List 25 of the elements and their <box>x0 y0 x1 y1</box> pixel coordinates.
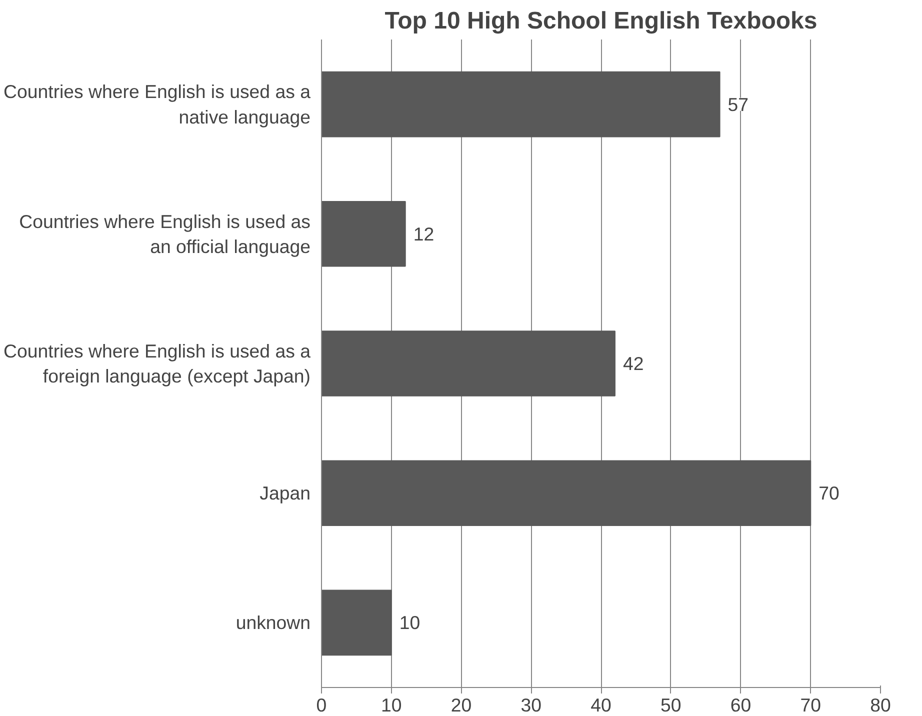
x-tick-label: 70 <box>800 694 822 716</box>
data-label: 42 <box>622 353 644 374</box>
data-label: 12 <box>413 223 434 244</box>
bar <box>322 201 406 267</box>
x-tick-label: 0 <box>316 694 327 716</box>
x-tick-label: 50 <box>660 694 682 716</box>
y-tick-label: unknown <box>236 612 311 634</box>
bar <box>322 590 392 656</box>
y-tick-label: Countries where English is used as a native language <box>4 81 312 128</box>
x-tick-label: 40 <box>590 694 612 716</box>
x-tick-label: 80 <box>870 694 891 716</box>
bar <box>322 330 616 396</box>
y-tick-label: Countries where English is used as a foreign language (except Japan) <box>4 340 312 387</box>
y-tick-label: Countries where English is used as an official language <box>19 210 311 257</box>
x-tick-label: 10 <box>381 694 402 716</box>
data-label: 10 <box>399 612 420 634</box>
x-tick-label: 60 <box>730 694 752 716</box>
x-tick-label: 30 <box>520 694 542 716</box>
y-tick-label: Japan <box>260 482 311 504</box>
bar <box>322 460 812 526</box>
chart-title: Top 10 High School English Texbooks <box>384 8 818 34</box>
data-label: 57 <box>728 94 749 115</box>
data-label: 70 <box>818 482 840 504</box>
bar <box>322 71 720 138</box>
x-tick-label: 20 <box>450 694 472 716</box>
